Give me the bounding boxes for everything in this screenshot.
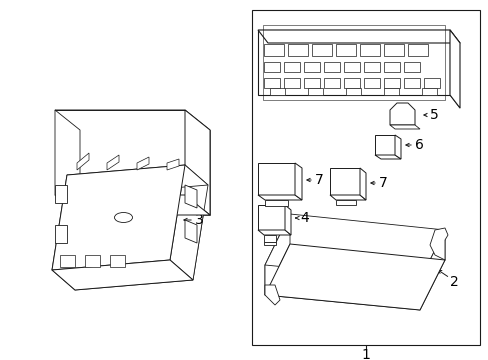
Polygon shape <box>55 110 80 215</box>
Text: 7: 7 <box>314 173 323 187</box>
Polygon shape <box>110 255 125 267</box>
Text: 5: 5 <box>429 108 438 122</box>
Polygon shape <box>343 78 359 88</box>
Polygon shape <box>75 185 207 290</box>
Polygon shape <box>107 155 119 170</box>
Text: 3: 3 <box>195 213 203 227</box>
Polygon shape <box>264 244 444 310</box>
Polygon shape <box>258 30 459 43</box>
Text: 1: 1 <box>361 348 370 360</box>
Polygon shape <box>264 78 280 88</box>
Polygon shape <box>264 242 275 245</box>
Polygon shape <box>329 195 365 200</box>
Polygon shape <box>60 255 75 267</box>
Polygon shape <box>449 30 459 108</box>
Polygon shape <box>55 110 209 130</box>
Polygon shape <box>167 159 179 170</box>
Polygon shape <box>335 44 355 56</box>
Polygon shape <box>284 78 299 88</box>
Polygon shape <box>184 220 197 243</box>
Polygon shape <box>403 62 419 72</box>
Polygon shape <box>264 200 287 206</box>
Polygon shape <box>383 44 403 56</box>
Polygon shape <box>407 44 427 56</box>
Polygon shape <box>264 44 284 56</box>
Polygon shape <box>359 44 379 56</box>
Polygon shape <box>374 135 394 155</box>
Text: 2: 2 <box>449 275 458 289</box>
Polygon shape <box>170 165 207 280</box>
Polygon shape <box>324 78 339 88</box>
Polygon shape <box>383 62 399 72</box>
Polygon shape <box>324 62 339 72</box>
Polygon shape <box>184 185 197 208</box>
Polygon shape <box>264 285 280 305</box>
Polygon shape <box>52 260 193 290</box>
Polygon shape <box>264 265 419 310</box>
Polygon shape <box>52 165 184 270</box>
Polygon shape <box>335 200 355 205</box>
Polygon shape <box>77 153 89 170</box>
Polygon shape <box>423 78 439 88</box>
Polygon shape <box>421 88 436 95</box>
Polygon shape <box>55 225 67 243</box>
Polygon shape <box>329 168 359 195</box>
Polygon shape <box>363 78 379 88</box>
Polygon shape <box>389 125 419 129</box>
Polygon shape <box>374 155 400 159</box>
Polygon shape <box>264 235 275 242</box>
Polygon shape <box>304 62 319 72</box>
Polygon shape <box>359 168 365 200</box>
Polygon shape <box>394 135 400 159</box>
Polygon shape <box>304 78 319 88</box>
Polygon shape <box>383 78 399 88</box>
Polygon shape <box>429 228 447 260</box>
Polygon shape <box>307 88 323 95</box>
Polygon shape <box>269 88 285 95</box>
Polygon shape <box>258 230 290 235</box>
Polygon shape <box>258 163 294 195</box>
Polygon shape <box>389 103 414 125</box>
Polygon shape <box>343 62 359 72</box>
Polygon shape <box>284 62 299 72</box>
Polygon shape <box>85 255 100 267</box>
Polygon shape <box>419 230 444 310</box>
Polygon shape <box>346 88 360 95</box>
Polygon shape <box>285 205 290 235</box>
Polygon shape <box>258 195 302 200</box>
Polygon shape <box>137 157 149 170</box>
Polygon shape <box>55 195 209 215</box>
Polygon shape <box>363 62 379 72</box>
Polygon shape <box>294 163 302 200</box>
Polygon shape <box>67 165 207 195</box>
Polygon shape <box>287 44 307 56</box>
Text: 4: 4 <box>299 211 308 225</box>
Text: 7: 7 <box>378 176 387 190</box>
Polygon shape <box>264 214 444 280</box>
Polygon shape <box>311 44 331 56</box>
Polygon shape <box>403 78 419 88</box>
Polygon shape <box>55 185 67 203</box>
Polygon shape <box>52 175 90 290</box>
Polygon shape <box>264 214 289 295</box>
Polygon shape <box>258 30 449 95</box>
Polygon shape <box>258 205 285 230</box>
Text: 6: 6 <box>414 138 423 152</box>
Polygon shape <box>264 62 280 72</box>
Polygon shape <box>55 110 184 195</box>
Polygon shape <box>383 88 398 95</box>
Polygon shape <box>184 110 209 215</box>
